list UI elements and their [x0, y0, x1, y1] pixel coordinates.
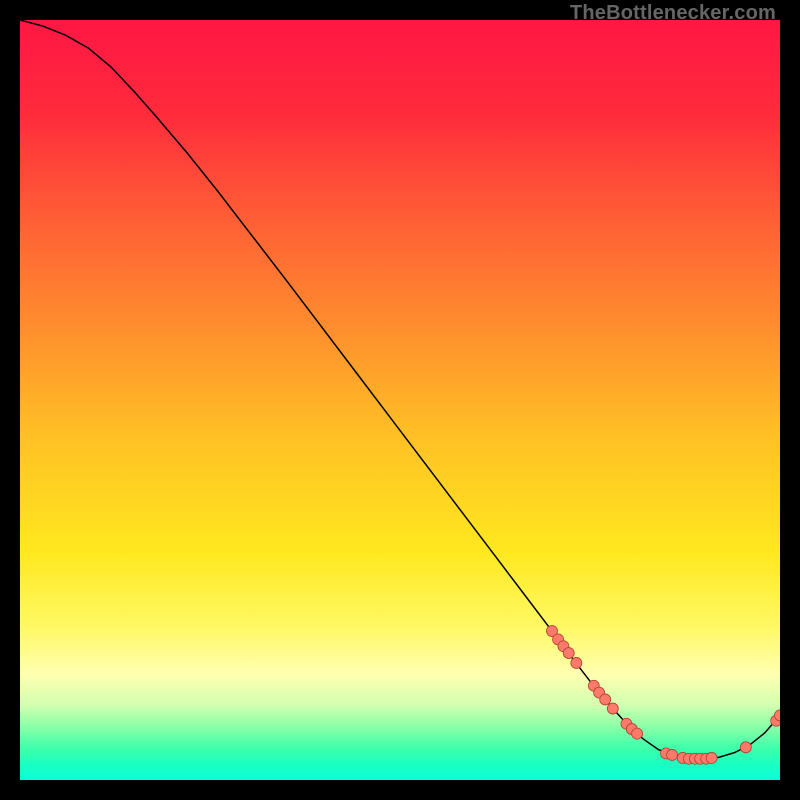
marker-point — [667, 749, 678, 760]
marker-point — [632, 728, 643, 739]
marker-point — [571, 657, 582, 668]
chart-plot-area — [20, 20, 780, 780]
chart-svg — [20, 20, 780, 780]
marker-point — [706, 752, 717, 763]
marker-point — [740, 742, 751, 753]
marker-point — [563, 648, 574, 659]
marker-point — [600, 694, 611, 705]
marker-point — [607, 703, 618, 714]
chart-background — [20, 20, 780, 780]
